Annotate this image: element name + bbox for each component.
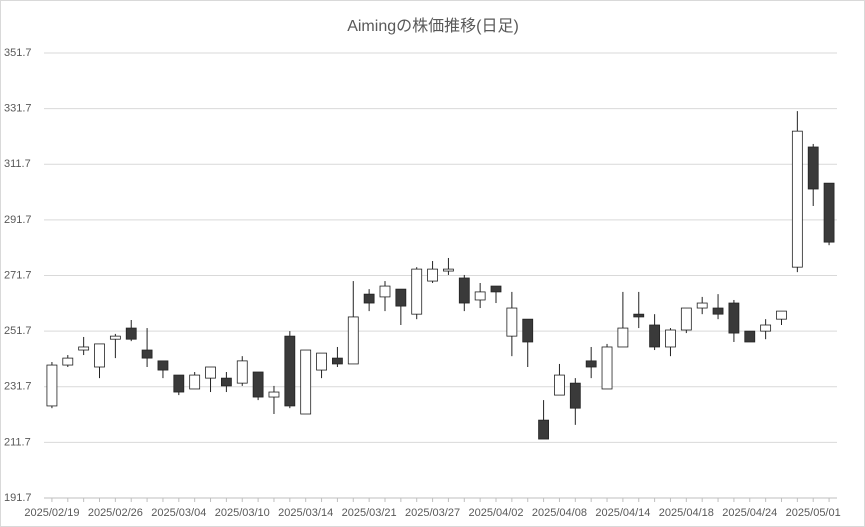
y-tick-label: 331.7 bbox=[4, 103, 32, 115]
y-tick-label: 271.7 bbox=[4, 269, 32, 281]
x-tick-label: 2025/04/18 bbox=[659, 507, 714, 519]
candle-body bbox=[411, 268, 423, 315]
candle-body bbox=[236, 360, 248, 384]
candle-body bbox=[205, 366, 216, 379]
candle-body bbox=[316, 352, 327, 371]
x-tick-label: 2025/04/08 bbox=[532, 507, 587, 519]
y-tick-label: 231.7 bbox=[4, 381, 32, 393]
x-tick-label: 2025/04/14 bbox=[595, 507, 650, 519]
candle-body bbox=[427, 268, 438, 282]
candle-body bbox=[506, 307, 518, 337]
candle-body bbox=[649, 324, 661, 348]
candle-body bbox=[807, 146, 819, 190]
candle-body bbox=[522, 318, 534, 343]
candle-body bbox=[46, 364, 58, 407]
candle-body bbox=[125, 327, 137, 340]
x-tick-label: 2025/03/14 bbox=[278, 507, 333, 519]
candle-body bbox=[189, 374, 201, 390]
x-tick-label: 2025/03/10 bbox=[215, 507, 270, 519]
candle-body bbox=[395, 288, 407, 307]
candle-body bbox=[94, 343, 105, 368]
y-tick-label: 351.7 bbox=[4, 47, 32, 59]
x-tick-label: 2025/04/02 bbox=[468, 507, 523, 519]
y-tick-label: 311.7 bbox=[4, 158, 31, 170]
candle-body bbox=[141, 349, 153, 359]
candle-body bbox=[379, 285, 391, 298]
candle-body bbox=[601, 346, 613, 390]
y-tick-label: 211.7 bbox=[4, 436, 31, 448]
candle-body bbox=[760, 324, 772, 332]
candle-body bbox=[252, 371, 264, 398]
candle-body bbox=[474, 291, 486, 301]
chart-title: Aimingの株価推移(日足) bbox=[347, 17, 519, 35]
candle-body bbox=[823, 182, 835, 243]
candle-body bbox=[332, 357, 343, 365]
candle-body bbox=[633, 313, 645, 318]
candle-body bbox=[712, 307, 724, 315]
x-tick-label: 2025/03/27 bbox=[405, 507, 460, 519]
candle-body bbox=[284, 335, 296, 407]
candle-body bbox=[490, 285, 502, 293]
candle-body bbox=[617, 327, 629, 348]
candle-body bbox=[554, 374, 565, 396]
candle-body bbox=[347, 316, 359, 365]
candle-body bbox=[173, 374, 185, 393]
candle-body bbox=[220, 377, 232, 387]
candle-body bbox=[363, 293, 375, 304]
x-tick-label: 2025/05/01 bbox=[786, 507, 841, 519]
candle-body bbox=[268, 391, 280, 398]
x-tick-label: 2025/02/19 bbox=[24, 507, 79, 519]
candle-body bbox=[538, 419, 549, 440]
y-tick-label: 191.7 bbox=[4, 492, 32, 504]
candle-body bbox=[569, 382, 581, 409]
candle-body bbox=[585, 360, 597, 368]
candle-body bbox=[109, 335, 121, 340]
candle-body bbox=[300, 349, 312, 415]
x-tick-label: 2025/02/26 bbox=[88, 507, 143, 519]
candle-body bbox=[696, 302, 708, 309]
y-tick-label: 251.7 bbox=[4, 325, 32, 337]
x-tick-label: 2025/03/04 bbox=[151, 507, 206, 519]
candle-body bbox=[458, 277, 470, 304]
candle-body bbox=[744, 330, 756, 343]
x-tick-label: 2025/04/24 bbox=[722, 507, 777, 519]
candle-body bbox=[680, 307, 692, 331]
candle-body bbox=[443, 268, 454, 272]
candle-body bbox=[776, 310, 787, 320]
candle-body bbox=[62, 357, 74, 366]
candle-body bbox=[78, 346, 90, 351]
candle-body bbox=[665, 329, 676, 348]
x-tick-label: 2025/03/21 bbox=[342, 507, 397, 519]
candle-body bbox=[157, 360, 169, 371]
y-tick-label: 291.7 bbox=[4, 214, 32, 226]
candle-body bbox=[728, 302, 740, 334]
candle-body bbox=[791, 130, 803, 268]
